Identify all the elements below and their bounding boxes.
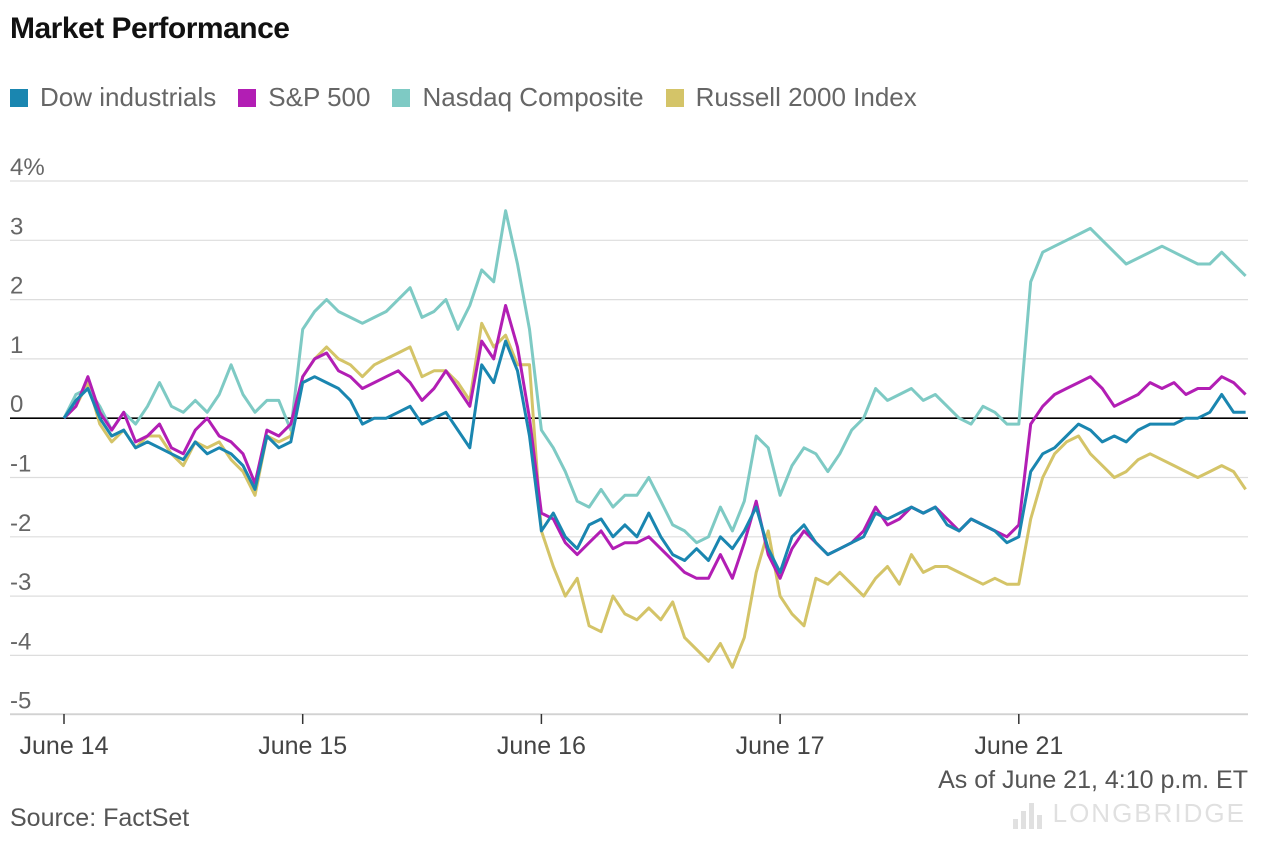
y-tick-label: 4% [10,154,45,181]
series-line-dow-industrials [62,339,1246,574]
y-tick-label: -2 [10,510,31,537]
watermark: LONGBRIDGE [1012,798,1246,829]
legend-item-russell: Russell 2000 Index [665,82,917,113]
legend-swatch-russell [665,88,684,107]
legend-item-sp500: S&P 500 [238,82,370,113]
x-tick-label: June 21 [974,732,1063,760]
y-tick-label: 1 [10,332,23,359]
y-tick-label: 3 [10,213,23,240]
legend-item-dow: Dow industrials [10,82,216,113]
source-note: Source: FactSet [10,804,190,832]
y-tick-label: -4 [10,628,31,655]
watermark-logo-icon [1012,803,1045,829]
x-tick-label: June 15 [258,732,347,760]
y-tick-label: -3 [10,569,31,596]
legend-label-sp500: S&P 500 [268,82,371,112]
x-tick-label: June 17 [736,732,825,760]
y-tick-label: 2 [10,273,23,300]
legend-item-nasdaq: Nasdaq Composite [392,82,644,113]
chart-title: Market Performance [10,12,290,45]
series-line-nasdaq-composite [62,209,1247,545]
legend-label-russell: Russell 2000 Index [695,82,917,112]
legend-swatch-dow [10,88,28,107]
chart-legend: Dow industrials S&P 500 Nasdaq Composite… [10,82,939,113]
legend-label-dow: Dow industrials [40,82,217,112]
y-tick-label: -1 [10,451,31,478]
y-tick-label: 0 [10,391,23,418]
y-tick-label: -5 [10,688,31,715]
watermark-text: LONGBRIDGE [1052,798,1246,828]
series-line-russell-2000-index [62,321,1247,669]
legend-label-nasdaq: Nasdaq Composite [422,82,644,112]
x-tick-label: June 16 [497,732,586,760]
legend-swatch-sp500 [238,88,257,107]
x-tick-label: June 14 [20,732,109,760]
legend-swatch-nasdaq [392,88,411,107]
timestamp-note: As of June 21, 4:10 p.m. ET [938,766,1248,794]
